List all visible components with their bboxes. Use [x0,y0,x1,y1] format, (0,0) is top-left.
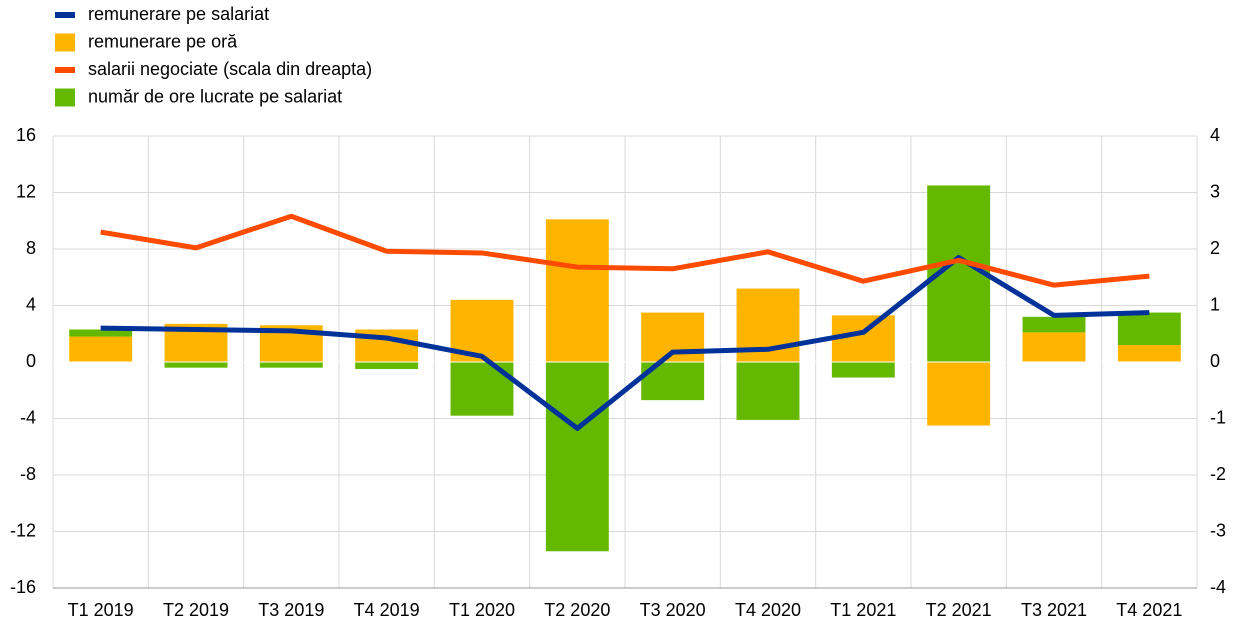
bar [927,362,991,426]
x-tick-label: T1 2019 [68,600,134,620]
bar [259,362,323,368]
x-tick-label: T3 2021 [1021,600,1087,620]
bar [831,315,895,362]
legend-swatch [55,67,75,73]
legend-swatch [55,88,75,107]
y-tick-label: -16 [10,577,36,597]
y2-tick-label: -3 [1210,520,1226,540]
bar [1022,316,1086,333]
y-tick-label: 12 [16,181,36,201]
y2-tick-label: -2 [1210,464,1226,484]
y2-tick-label: 2 [1210,238,1220,258]
y2-tick-label: -4 [1210,577,1226,597]
y-tick-label: -12 [10,520,36,540]
y-tick-label: 0 [26,351,36,371]
y2-tick-label: 3 [1210,181,1220,201]
x-tick-label: T1 2020 [449,600,515,620]
legend-label: salarii negociate (scala din dreapta) [88,59,372,79]
y-tick-label: -8 [20,464,36,484]
line [100,254,1150,431]
x-tick-label: T4 2020 [735,600,801,620]
y-tick-label: 16 [16,125,36,145]
x-tick-label: T4 2019 [354,600,420,620]
x-tick-label: T3 2020 [640,600,706,620]
x-tick-label: T2 2021 [926,600,992,620]
legend-swatch [55,12,75,18]
bar [545,219,609,362]
x-tick-label: T2 2019 [163,600,229,620]
bar [69,336,133,362]
legend-swatch [55,33,75,52]
bar [1022,332,1086,362]
y2-tick-label: 0 [1210,351,1220,371]
bar [736,362,800,420]
y2-tick-label: 1 [1210,294,1220,314]
y-tick-label: 8 [26,238,36,258]
bar [545,362,609,552]
y-tick-label: 4 [26,294,36,314]
bar [164,362,228,368]
legend-label: remunerare pe salariat [88,4,269,24]
legend-label: remunerare pe oră [88,31,238,51]
bar [355,362,419,370]
bar [69,329,133,337]
y2-tick-label: -1 [1210,407,1226,427]
x-tick-label: T3 2019 [258,600,324,620]
y-tick-label: -4 [20,407,36,427]
x-tick-label: T1 2021 [830,600,896,620]
bar [831,362,895,378]
bar [1117,345,1181,362]
legend-label: număr de ore lucrate pe salariat [88,86,342,106]
line [100,213,1150,288]
x-tick-label: T4 2021 [1116,600,1182,620]
y2-tick-label: 4 [1210,125,1220,145]
bar [1117,312,1181,346]
x-tick-label: T2 2020 [544,600,610,620]
